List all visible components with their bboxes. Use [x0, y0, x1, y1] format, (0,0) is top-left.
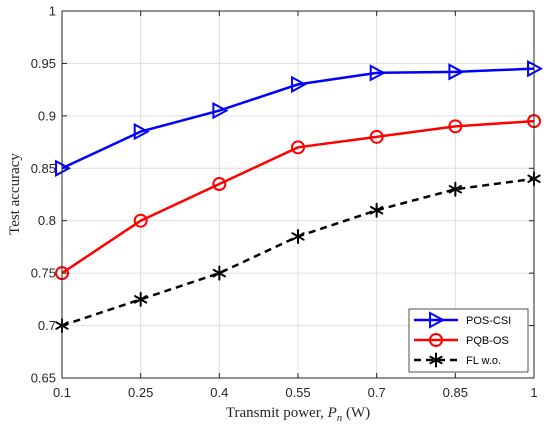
x-tick-label: 0.55 — [285, 385, 310, 400]
x-tick-label: 0.1 — [53, 385, 71, 400]
y-tick-label: 0.95 — [31, 56, 56, 71]
data-point — [133, 213, 148, 228]
series-layer — [55, 59, 544, 334]
x-axis-label: Transmit power, Pn (W) — [226, 405, 370, 424]
legend-marker — [429, 333, 443, 347]
data-point — [369, 64, 386, 82]
data-point — [133, 122, 150, 141]
x-tick-label: 0.7 — [368, 385, 386, 400]
series-line — [61, 119, 535, 275]
legend: POS-CSI PQB-OS FL w.o. — [408, 308, 529, 373]
data-point — [448, 119, 463, 134]
data-point — [212, 265, 226, 281]
data-point — [448, 181, 462, 197]
legend-marker — [429, 352, 443, 368]
y-tick-label: 0.85 — [31, 161, 56, 176]
y-tick-label: 0.7 — [38, 318, 56, 333]
series-line — [61, 67, 535, 170]
data-point — [55, 159, 72, 177]
data-point — [212, 177, 227, 192]
y-tick-label: 0.75 — [31, 266, 56, 281]
data-point — [212, 101, 229, 120]
legend-marker — [429, 311, 446, 329]
y-tick-label: 0.9 — [38, 108, 56, 123]
y-tick-label: 0.8 — [38, 213, 56, 228]
legend-label: FL w.o. — [466, 355, 501, 367]
x-tick-label: 0.25 — [128, 385, 153, 400]
legend-label: POS-CSI — [466, 315, 511, 327]
series-0 — [55, 59, 544, 177]
data-point — [291, 75, 308, 94]
y-tick-label: 1 — [49, 4, 56, 19]
data-point — [527, 59, 544, 78]
y-axis-label: Test accuracy — [7, 153, 23, 235]
data-point — [369, 129, 384, 144]
series-2 — [55, 171, 541, 334]
x-tick-label: 1 — [530, 385, 537, 400]
x-tick-label: 0.4 — [210, 385, 228, 400]
plot-frame — [61, 10, 535, 379]
axis-ticks: 0.1 0.25 0.4 0.55 0.7 0.85 1 0.65 0.7 0.75 0.8 0.85… — [31, 4, 538, 401]
y-tick-label: 0.65 — [31, 371, 56, 386]
x-tick-label: 0.85 — [443, 385, 468, 400]
data-point — [448, 63, 465, 81]
data-point — [134, 291, 148, 307]
data-point — [370, 202, 384, 218]
legend-label: PQB-OS — [466, 335, 509, 347]
data-point — [291, 140, 305, 155]
data-point — [291, 228, 305, 244]
